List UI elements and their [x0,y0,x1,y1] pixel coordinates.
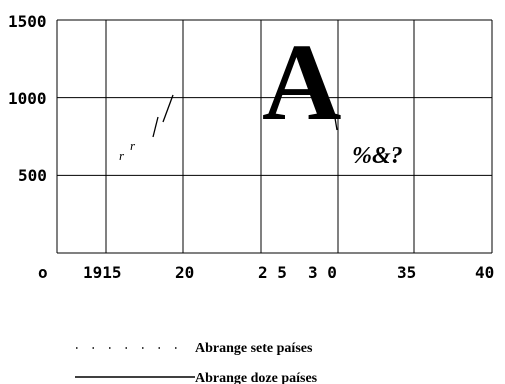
y-tick-label: 1500 [8,12,47,31]
fragment-label-sup: r [130,138,136,153]
x-axis-ticks: o 1915 20 2 5 3 0 35 40 [38,263,494,282]
legend-label: Abrange doze países [195,371,318,384]
x-tick-label: 20 [175,263,194,282]
x-tick-label: 3 0 [308,263,337,282]
x-tick-label: 2 5 [258,263,287,282]
x-tick-label: o [38,263,48,282]
y-axis-ticks: 1500 1000 500 [8,12,47,185]
x-tick-label: 1915 [83,263,122,282]
legend: Abrange sete países Abrange doze países [75,341,318,384]
series-line-segment [152,116,159,138]
symbols-annotation: %&? [352,143,403,169]
legend-label: Abrange sete países [195,341,313,356]
y-tick-label: 1000 [8,89,47,108]
series-line-segment [334,117,338,131]
chart-grid [56,19,493,254]
large-letter-annotation: A [262,21,341,143]
y-tick-label: 500 [18,166,47,185]
x-tick-label: 35 [397,263,416,282]
series-line-segment [162,94,174,123]
series-fragment: r r [119,94,338,163]
fragment-label: r [119,148,125,163]
x-tick-label: 40 [475,263,494,282]
